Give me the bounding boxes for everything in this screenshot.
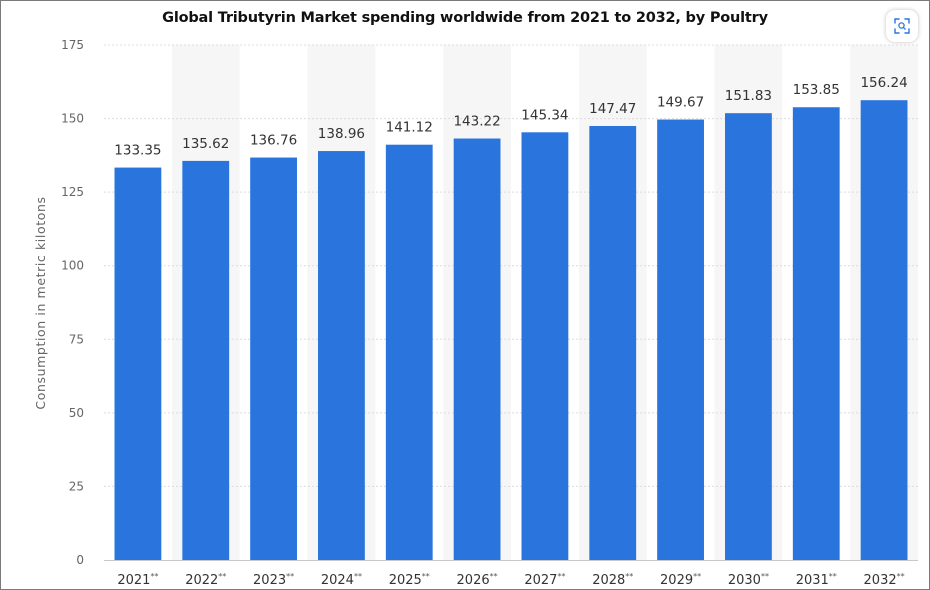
data-label: 133.35 — [114, 143, 161, 159]
x-tick-label: 2032** — [864, 572, 905, 588]
x-tick-label: 2028** — [592, 572, 633, 588]
x-tick-suffix: ** — [625, 572, 633, 581]
x-tick-suffix: ** — [286, 572, 294, 581]
x-tick-suffix: ** — [354, 572, 362, 581]
bar — [250, 157, 297, 560]
y-tick-label: 100 — [61, 259, 84, 273]
x-tick-label: 2021** — [117, 572, 158, 588]
data-label: 153.85 — [793, 82, 840, 98]
y-tick-label: 150 — [61, 112, 84, 126]
x-tick-suffix: ** — [490, 572, 498, 581]
x-tick-suffix: ** — [693, 572, 701, 581]
bar — [182, 160, 230, 560]
x-tick-suffix: ** — [150, 572, 158, 581]
x-tick-suffix: ** — [829, 572, 837, 581]
x-tick-label: 2026** — [457, 572, 498, 588]
bar — [318, 151, 365, 560]
bar — [725, 113, 772, 560]
y-tick-label: 25 — [69, 479, 84, 493]
x-tick-label: 2024** — [321, 572, 362, 588]
x-tick-label: 2031** — [796, 572, 837, 588]
x-tick-label: 2027** — [524, 572, 565, 588]
data-label: 136.76 — [250, 133, 297, 149]
data-label: 135.62 — [182, 136, 229, 152]
x-tick-suffix: ** — [422, 572, 430, 581]
y-tick-label: 125 — [61, 185, 84, 199]
bar — [521, 132, 569, 560]
bar — [385, 144, 433, 561]
data-label: 145.34 — [521, 107, 568, 123]
data-label: 149.67 — [657, 95, 704, 111]
x-tick-suffix: ** — [897, 572, 905, 581]
bar — [792, 107, 840, 561]
bar — [589, 126, 637, 561]
y-tick-label: 175 — [61, 38, 84, 52]
x-tick-suffix: ** — [761, 572, 769, 581]
x-tick-suffix: ** — [557, 572, 565, 581]
y-tick-label: 0 — [76, 553, 84, 567]
bar — [453, 138, 501, 561]
data-label: 143.22 — [453, 114, 500, 130]
x-tick-label: 2023** — [253, 572, 294, 588]
x-tick-label: 2022** — [185, 572, 226, 588]
y-tick-label: 50 — [69, 406, 84, 420]
x-tick-label: 2029** — [660, 572, 701, 588]
chart-title: Global Tributyrin Market spending worldw… — [162, 10, 768, 26]
data-label: 147.47 — [589, 101, 636, 117]
y-tick-label: 75 — [69, 332, 84, 346]
x-tick-label: 2025** — [389, 572, 430, 588]
data-label: 141.12 — [386, 120, 433, 136]
data-label: 151.83 — [725, 88, 772, 104]
data-label: 138.96 — [318, 126, 365, 142]
data-label: 156.24 — [860, 75, 907, 91]
bar — [657, 119, 704, 560]
x-tick-suffix: ** — [218, 572, 226, 581]
bar — [114, 167, 162, 560]
zoom-icon — [894, 18, 910, 34]
zoom-button[interactable] — [886, 10, 918, 42]
x-tick-label: 2030** — [728, 572, 769, 588]
bar — [860, 100, 908, 560]
